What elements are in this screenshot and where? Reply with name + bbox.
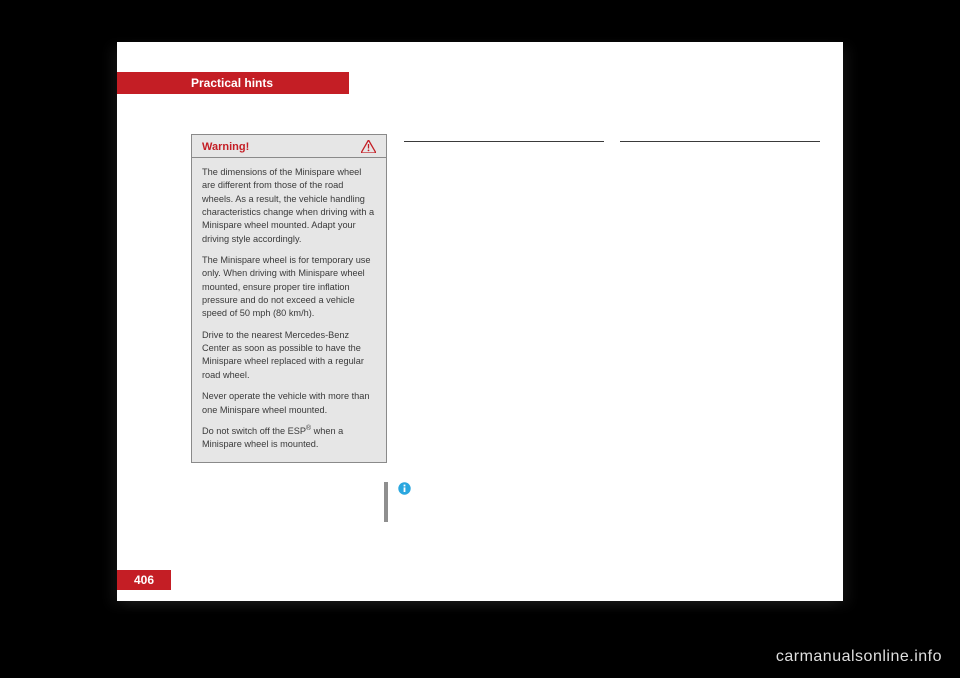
warning-title: Warning! [202, 141, 249, 153]
warning-paragraph: Do not switch off the ESP® when a Minisp… [202, 425, 376, 452]
chapter-title: Practical hints [191, 76, 273, 90]
column-rule [404, 141, 604, 142]
info-marker [398, 482, 416, 495]
warning-paragraph: Never operate the vehicle with more than… [202, 390, 376, 417]
warning-paragraph: Drive to the nearest Mercedes-Benz Cente… [202, 329, 376, 382]
chapter-tab: Practical hints [117, 72, 349, 94]
info-circle-icon [398, 482, 411, 495]
warning-box: Warning! The dimensions of the Minispare… [191, 134, 387, 463]
margin-bar [384, 482, 388, 522]
watermark: carmanualsonline.info [776, 648, 942, 666]
warning-paragraph: The dimensions of the Minispare wheel ar… [202, 166, 376, 246]
warning-text: Do not switch off the ESP [202, 426, 306, 436]
page-number: 406 [134, 573, 154, 587]
column-rule [620, 141, 820, 142]
page-number-tab: 406 [117, 570, 171, 590]
warning-body: The dimensions of the Minispare wheel ar… [192, 158, 386, 462]
manual-page: Practical hints Warning! The dimensions … [117, 42, 843, 601]
warning-paragraph: The Minispare wheel is for temporary use… [202, 254, 376, 321]
warning-triangle-icon [361, 140, 376, 153]
warning-header: Warning! [192, 135, 386, 158]
